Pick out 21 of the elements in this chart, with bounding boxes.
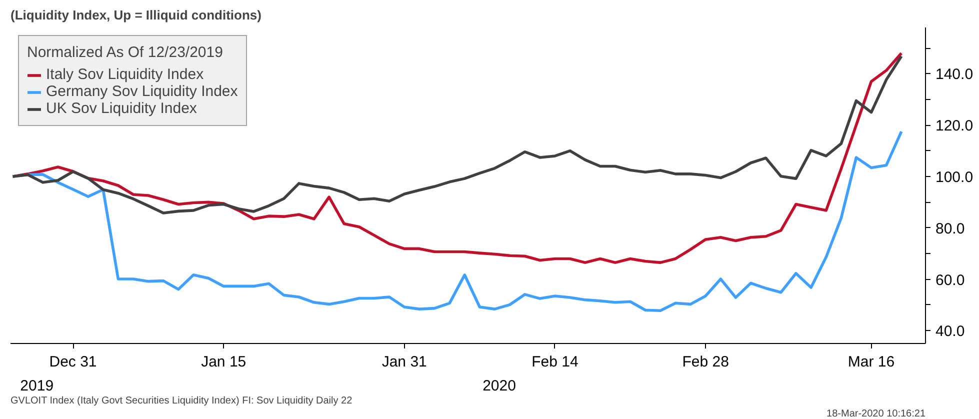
y-tick-label: 120.0 — [936, 118, 974, 135]
y-tick-label: 60.0 — [936, 272, 965, 289]
y-tick-label: 40.0 — [936, 323, 965, 340]
x-tick-label: Dec 31 — [49, 354, 97, 370]
legend-title: Normalized As Of 12/23/2019 — [27, 44, 224, 61]
y-tick-label: 140.0 — [936, 66, 974, 84]
chart-title: (Liquidity Index, Up = Illiquid conditions) — [10, 8, 262, 22]
legend-label: Germany Sov Liquidity Index — [46, 83, 238, 100]
text: 2019 — [20, 378, 54, 394]
legend-label: UK Sov Liquidity Index — [46, 100, 197, 117]
text: 18-Mar-2020 10:16:21 — [826, 408, 926, 419]
x-tick-label: Jan 31 — [382, 354, 427, 370]
x-tick-label: Feb 28 — [682, 354, 729, 370]
y-tick-label: 100.0 — [936, 169, 974, 186]
x-tick-label: Mar 16 — [848, 354, 895, 370]
text: 2020 — [482, 378, 516, 394]
legend-label: Italy Sov Liquidity Index — [46, 66, 204, 83]
x-tick-label: Feb 14 — [532, 354, 578, 370]
y-tick-label: 80.0 — [936, 220, 965, 238]
x-tick-label: Jan 15 — [201, 354, 246, 370]
text: GVLOIT Index (Italy Govt Securities Liquidity Index) FI: Sov Liquidity Daily 22 — [10, 396, 353, 406]
